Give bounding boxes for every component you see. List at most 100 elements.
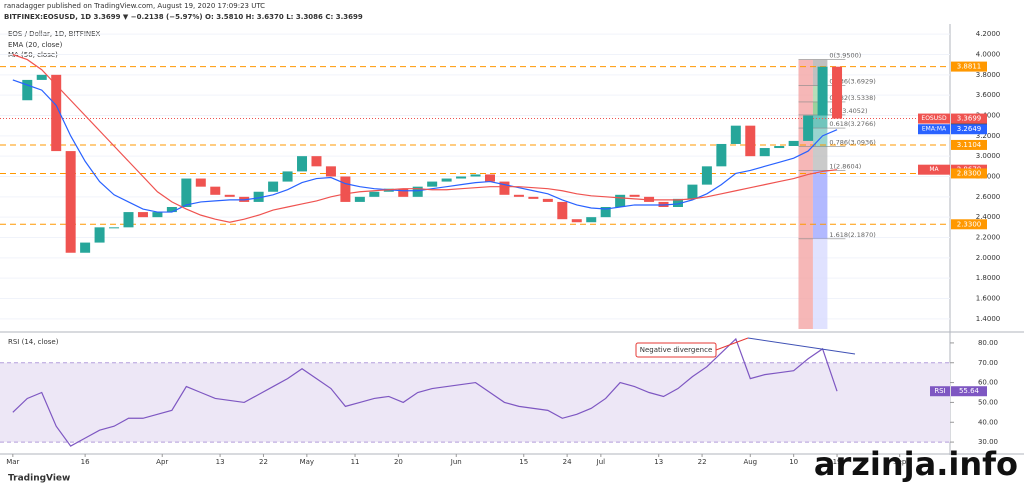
candle: [687, 184, 698, 199]
price-tag-name: MA: [929, 166, 939, 173]
price-tag-name-bg: [918, 164, 950, 175]
candle: [817, 66, 828, 116]
price-tag: [951, 124, 987, 135]
candle: [36, 74, 47, 80]
candle: [137, 212, 148, 218]
candle: [340, 176, 351, 202]
candle: [253, 191, 264, 202]
y-tick-label: 2.4000: [976, 213, 1001, 221]
price-tag-label: 3.8811: [957, 63, 982, 71]
x-tick-label: 11: [351, 458, 360, 466]
candle: [65, 151, 76, 253]
x-tick-label: May: [300, 458, 314, 466]
price-tag-name-bg: [918, 113, 950, 124]
rsi-tag-label: 55.64: [959, 387, 980, 395]
fib-label: 0(3.9500): [829, 52, 861, 60]
annotation: Negative divergence: [640, 346, 713, 354]
fib-zone: [812, 238, 828, 329]
x-tick-label: Aug: [743, 458, 757, 466]
x-tick-label: 13: [654, 458, 663, 466]
candle: [701, 166, 712, 185]
candle: [210, 186, 221, 195]
y-tick-label: 40.00: [978, 418, 998, 426]
watermark: arzinja.info: [814, 445, 1018, 483]
candle: [398, 188, 409, 197]
y-tick-label: 2.0000: [976, 254, 1001, 262]
candle: [485, 174, 495, 182]
candle: [528, 196, 539, 199]
candle: [586, 217, 597, 223]
candle: [181, 178, 192, 207]
y-tick-label: 1.4000: [976, 315, 1001, 323]
price-tag: [951, 219, 987, 230]
candle: [22, 79, 33, 101]
y-tick-label: 80.00: [978, 339, 998, 347]
y-tick-label: 1.6000: [976, 295, 1001, 303]
rsi-title: RSI (14, close): [8, 338, 59, 346]
divergence-line: [747, 337, 856, 355]
candle: [557, 201, 568, 220]
candle: [759, 148, 770, 157]
price-tag-name-bg: [918, 124, 950, 135]
y-tick-label: 3.8000: [976, 71, 1001, 79]
candle: [745, 125, 756, 157]
fib-zone: [812, 114, 828, 129]
y-tick-label: 3.6000: [976, 91, 1001, 99]
fib-label: 0.5(3.4052): [829, 107, 867, 115]
legend-entry: EMA (20, close): [8, 41, 63, 49]
candle: [774, 146, 785, 149]
candle: [412, 186, 423, 197]
x-tick-label: 10: [789, 458, 798, 466]
candle: [51, 74, 62, 152]
indicator-line: [12, 53, 838, 223]
price-tag-name: EOSUSD: [921, 115, 947, 122]
candle: [325, 166, 336, 177]
fib-label: 0.236(3.6929): [829, 78, 875, 86]
price-tag-label: 3.3699: [957, 115, 982, 123]
y-tick-label: 50.00: [978, 398, 998, 406]
x-tick-label: 19: [833, 458, 842, 466]
candle: [571, 219, 582, 223]
fib-box: [798, 59, 813, 329]
y-tick-label: 70.00: [978, 359, 998, 367]
candle: [109, 227, 120, 229]
y-tick-label: 1.8000: [976, 274, 1001, 282]
indicator-line: [12, 337, 838, 447]
x-tick-label: Jun: [450, 458, 462, 466]
y-tick-label: 4.2000: [976, 30, 1001, 38]
candle: [369, 191, 380, 197]
candle: [427, 181, 438, 187]
candle: [297, 156, 308, 172]
rsi-tag-name: RSI: [934, 387, 945, 395]
price-tag-label: 2.8300: [957, 169, 982, 177]
candle: [788, 140, 799, 146]
candle: [152, 212, 163, 218]
price-tag-label: 2.3300: [957, 220, 982, 228]
fib-label: 0.618(3.2766): [829, 120, 875, 128]
fib-label: 0.786(3.0936): [829, 139, 875, 147]
x-tick-label: 22: [259, 458, 268, 466]
candle: [80, 242, 91, 253]
y-tick-label: 2.8000: [976, 173, 1001, 181]
x-tick-label: 24: [563, 458, 572, 466]
fib-zone: [812, 170, 828, 239]
candle: [513, 194, 524, 197]
annotation-pointer: [715, 337, 749, 351]
candle: [832, 66, 843, 119]
x-tick-label: 16: [81, 458, 90, 466]
fib-label: 0.382(3.5338): [829, 94, 875, 102]
y-tick-label: 30.00: [978, 438, 998, 446]
y-tick-label: 2.6000: [976, 193, 1001, 201]
candle: [123, 212, 134, 228]
publisher-line: ranadagger published on TradingView.com,…: [4, 2, 265, 10]
y-tick-label: 3.2000: [976, 132, 1001, 140]
rsi-band: [0, 362, 950, 443]
fib-label: 1.618(2.1870): [829, 231, 875, 239]
x-tick-label: 15: [519, 458, 528, 466]
y-tick-label: 4.0000: [976, 51, 1001, 59]
price-tag: [951, 139, 987, 150]
candle: [354, 196, 365, 202]
candle: [542, 198, 553, 202]
rsi-tag: [951, 386, 987, 397]
